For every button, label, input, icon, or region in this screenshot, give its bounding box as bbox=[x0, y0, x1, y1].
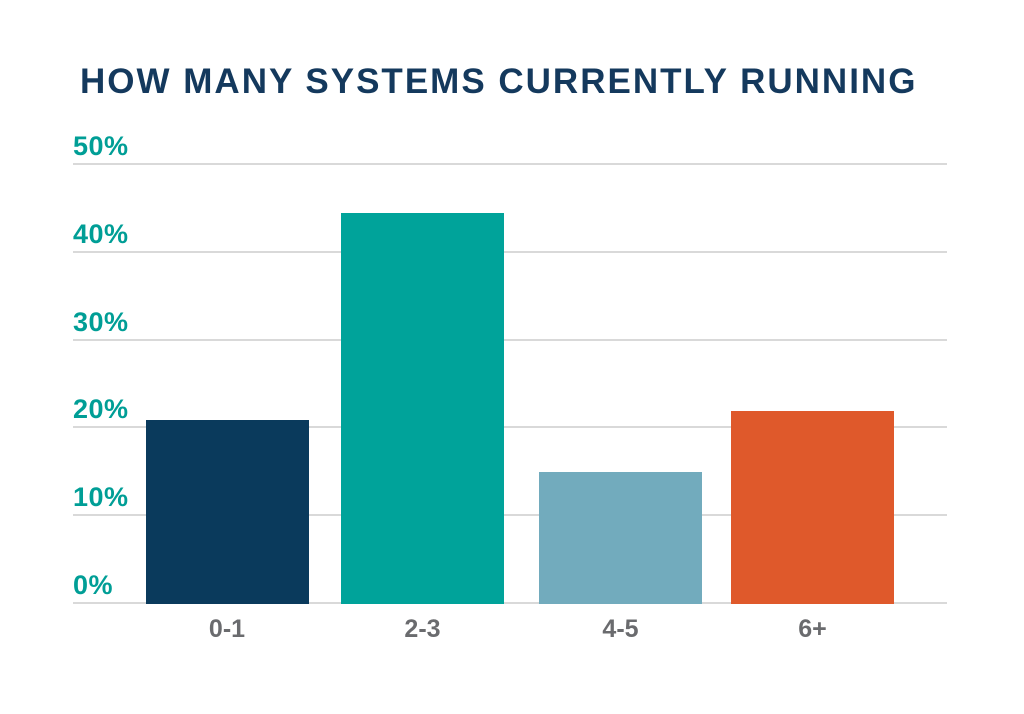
gridline-50 bbox=[73, 163, 947, 165]
x-axis-tick-label-2-3: 2-3 bbox=[404, 615, 441, 643]
y-axis-tick-label-50: 50% bbox=[73, 131, 129, 161]
y-axis-tick-label-40: 40% bbox=[73, 218, 129, 249]
y-axis-tick-label-10: 10% bbox=[73, 482, 129, 513]
y-axis-tick-label-30: 30% bbox=[73, 306, 129, 337]
bar-0-1 bbox=[145, 419, 309, 604]
chart-title: HOW MANY SYSTEMS CURRENTLY RUNNING bbox=[80, 62, 918, 101]
gridline-40 bbox=[73, 250, 947, 253]
bar-2-3 bbox=[341, 213, 504, 604]
bar-4-5 bbox=[539, 472, 702, 604]
bar-6+ bbox=[731, 410, 894, 604]
y-axis-tick-label-20: 20% bbox=[73, 394, 129, 425]
x-axis-tick-label-0-1: 0-1 bbox=[208, 615, 246, 643]
gridline-10 bbox=[73, 514, 947, 517]
gridline-0 bbox=[73, 602, 947, 604]
x-axis-tick-label-4-5: 4-5 bbox=[602, 615, 639, 643]
gridline-30 bbox=[73, 338, 947, 341]
x-axis-tick-label-6+: 6+ bbox=[798, 615, 827, 643]
y-axis-tick-label-0: 0% bbox=[73, 570, 114, 600]
gridline-20 bbox=[73, 426, 947, 429]
